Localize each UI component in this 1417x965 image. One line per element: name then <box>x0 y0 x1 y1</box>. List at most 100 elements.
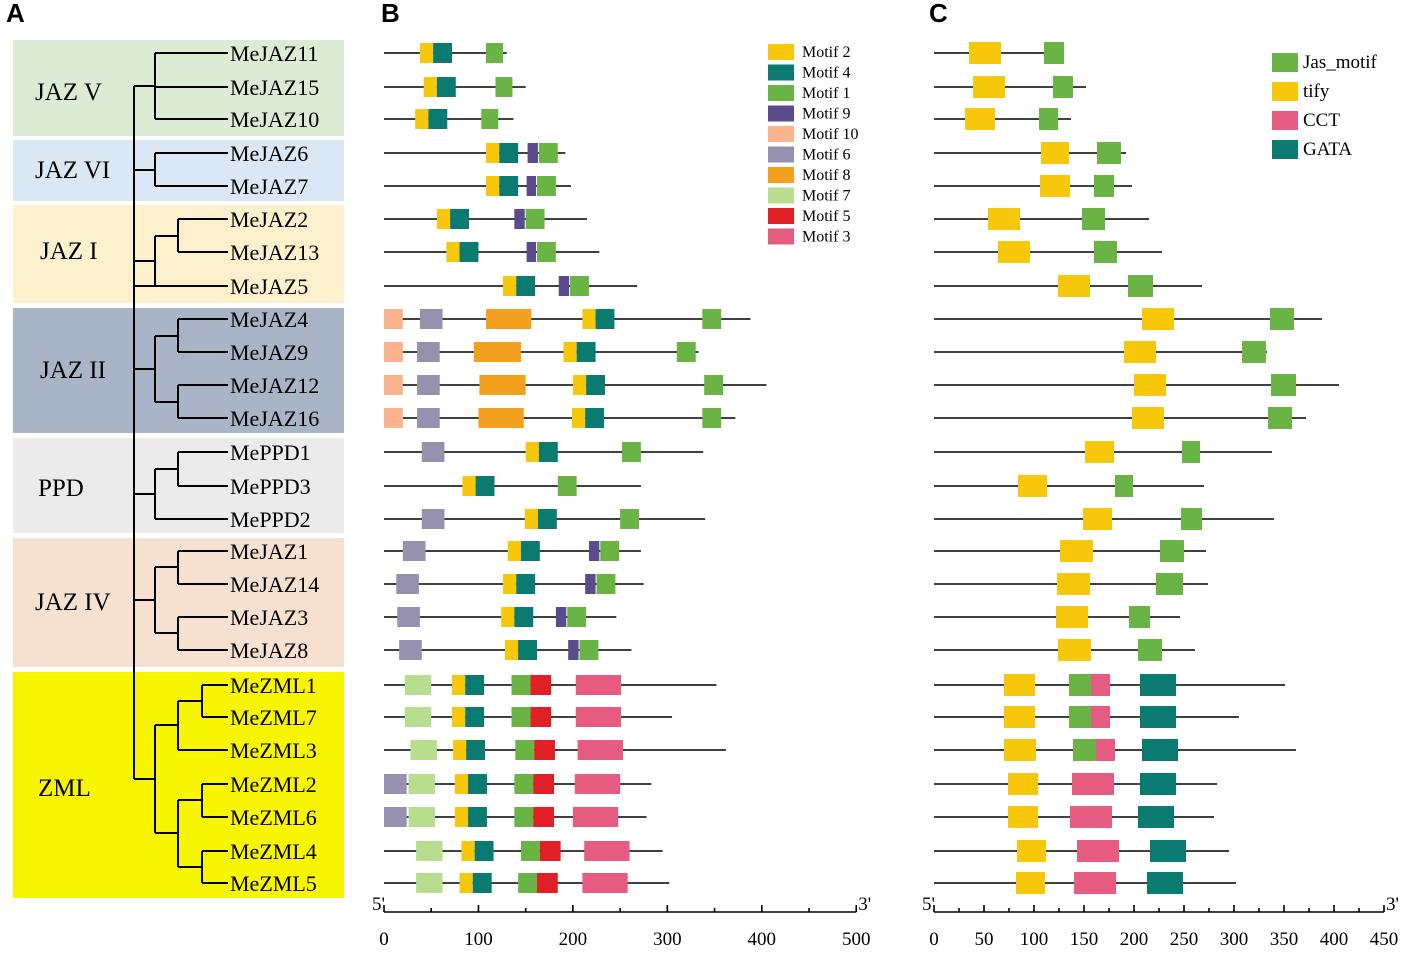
domain-box-jas-motif <box>1181 508 1202 530</box>
motif-box-motif-4 <box>576 342 596 362</box>
motif-box-motif-2 <box>572 375 587 395</box>
domain-box-tify <box>1083 508 1112 530</box>
axis-tick-label: 200 <box>1120 929 1149 950</box>
domain-box-gata <box>1150 840 1186 862</box>
domain-box-jas-motif <box>1069 674 1091 696</box>
motif-box-motif-6 <box>421 442 445 462</box>
motif-box-motif-1 <box>702 408 722 428</box>
motif-box-motif-2 <box>501 607 515 627</box>
domain-box-gata <box>1147 872 1183 894</box>
motif-box-motif-5 <box>537 873 558 893</box>
domain-box-jas-motif <box>1128 275 1153 297</box>
axis-tick-label: 100 <box>1020 929 1049 950</box>
domain-box-tify <box>1057 573 1090 595</box>
motif-box-motif-7 <box>408 774 436 794</box>
gene-label-mejaz7: MeJAZ7 <box>230 174 308 199</box>
legend-swatch-jas-motif <box>1272 53 1298 72</box>
gene-label-meppd1: MePPD1 <box>230 440 311 465</box>
legend-swatch-motif-3 <box>768 228 794 245</box>
motif-box-motif-2 <box>462 476 476 496</box>
gene-label-mejaz16: MeJAZ16 <box>230 406 319 431</box>
legend-swatch-motif-4 <box>768 64 794 81</box>
gene-label-meppd2: MePPD2 <box>230 507 311 532</box>
domain-box-jas-motif <box>1156 573 1183 595</box>
motif-box-motif-1 <box>600 541 620 561</box>
axis-end-label: 3' <box>1386 894 1399 915</box>
domain-box-tify <box>965 108 995 130</box>
axis-tick-label: 100 <box>464 929 493 950</box>
domain-box-tify <box>1008 773 1038 795</box>
motif-box-motif-2 <box>423 77 437 97</box>
motif-box-motif-9 <box>527 143 538 163</box>
domain-box-tify <box>1016 872 1045 894</box>
domain-box-tify <box>1085 441 1114 463</box>
domain-box-jas-motif <box>1271 374 1296 396</box>
motif-box-motif-6 <box>402 541 426 561</box>
domain-box-tify <box>1004 706 1035 728</box>
motif-axis: 0 100 200 300 400 500 5' 3' <box>372 894 871 950</box>
gene-label-mezml6: MeZML6 <box>230 805 317 830</box>
domain-box-tify <box>1004 739 1036 761</box>
motif-box-motif-1 <box>511 707 531 727</box>
legend-swatch-motif-8 <box>768 167 794 183</box>
motif-box-motif-5 <box>530 707 552 727</box>
motif-box-motif-1 <box>538 143 558 163</box>
motif-box-motif-3 <box>577 740 623 760</box>
legend-label-motif-6: Motif 6 <box>802 147 850 164</box>
motif-box-motif-5 <box>539 841 561 861</box>
motif-box-motif-10 <box>384 375 403 395</box>
domain-box-tify <box>1060 540 1093 562</box>
clade-label-ppd: PPD <box>38 475 84 502</box>
domain-box-jas-motif <box>1097 142 1121 164</box>
motif-box-motif-4 <box>474 841 494 861</box>
gene-label-mezml5: MeZML5 <box>230 871 317 896</box>
gene-label-mejaz14: MeJAZ14 <box>230 572 319 597</box>
legend-swatch-motif-7 <box>768 187 794 204</box>
domain-box-cct <box>1096 739 1115 761</box>
domain-box-tify <box>1124 341 1156 363</box>
domain-box-jas-motif <box>1044 42 1064 64</box>
domain-box-tify <box>1008 806 1038 828</box>
legend-label-gata: GATA <box>1303 139 1352 160</box>
motif-box-motif-4 <box>518 640 538 660</box>
motif-box-motif-1 <box>481 109 499 129</box>
motif-box-motif-2 <box>563 342 577 362</box>
motif-box-motif-8 <box>478 408 524 428</box>
motif-box-motif-2 <box>582 309 596 329</box>
motif-box-motif-6 <box>397 607 420 627</box>
legend-label-motif-2: Motif 2 <box>802 44 850 61</box>
motif-box-motif-3 <box>574 774 621 794</box>
motif-box-motif-3 <box>575 707 622 727</box>
motif-box-motif-2 <box>454 774 469 794</box>
domain-box-tify <box>973 76 1005 98</box>
motif-box-motif-5 <box>534 740 555 760</box>
domain-box-cct <box>1077 840 1119 862</box>
motif-box-motif-1 <box>702 309 722 329</box>
motif-box-motif-2 <box>524 509 538 529</box>
domain-box-cct <box>1091 674 1110 696</box>
phylogenetic-tree <box>133 52 228 884</box>
motif-box-motif-7 <box>404 675 432 695</box>
domain-box-jas-motif <box>1129 606 1150 628</box>
motif-box-motif-7 <box>410 740 437 760</box>
domain-box-jas-motif <box>1082 208 1105 230</box>
domain-box-gata <box>1142 739 1178 761</box>
gene-labels: MeJAZ11 MeJAZ15 MeJAZ10 MeJAZ6 MeJAZ7 MeJAZ2 M… <box>230 41 319 896</box>
gene-label-mejaz10: MeJAZ10 <box>230 107 319 132</box>
motif-box-motif-5 <box>530 675 552 695</box>
motif-box-motif-7 <box>416 841 443 861</box>
motif-box-motif-1 <box>537 176 556 196</box>
domain-box-jas-motif <box>1270 308 1294 330</box>
domain-box-jas-motif <box>1138 639 1162 661</box>
gene-label-mejaz11: MeJAZ11 <box>230 41 318 66</box>
motif-box-motif-1 <box>525 209 545 229</box>
motif-box-motif-2 <box>525 442 539 462</box>
motif-box-motif-7 <box>404 707 432 727</box>
motif-box-motif-1 <box>518 873 538 893</box>
domain-box-jas-motif <box>1094 241 1117 263</box>
domain-box-tify <box>998 241 1030 263</box>
domain-box-jas-motif <box>1268 407 1292 429</box>
motif-box-motif-1 <box>495 77 513 97</box>
motif-box-motif-6 <box>417 342 440 362</box>
axis-tick-label: 0 <box>379 929 389 950</box>
